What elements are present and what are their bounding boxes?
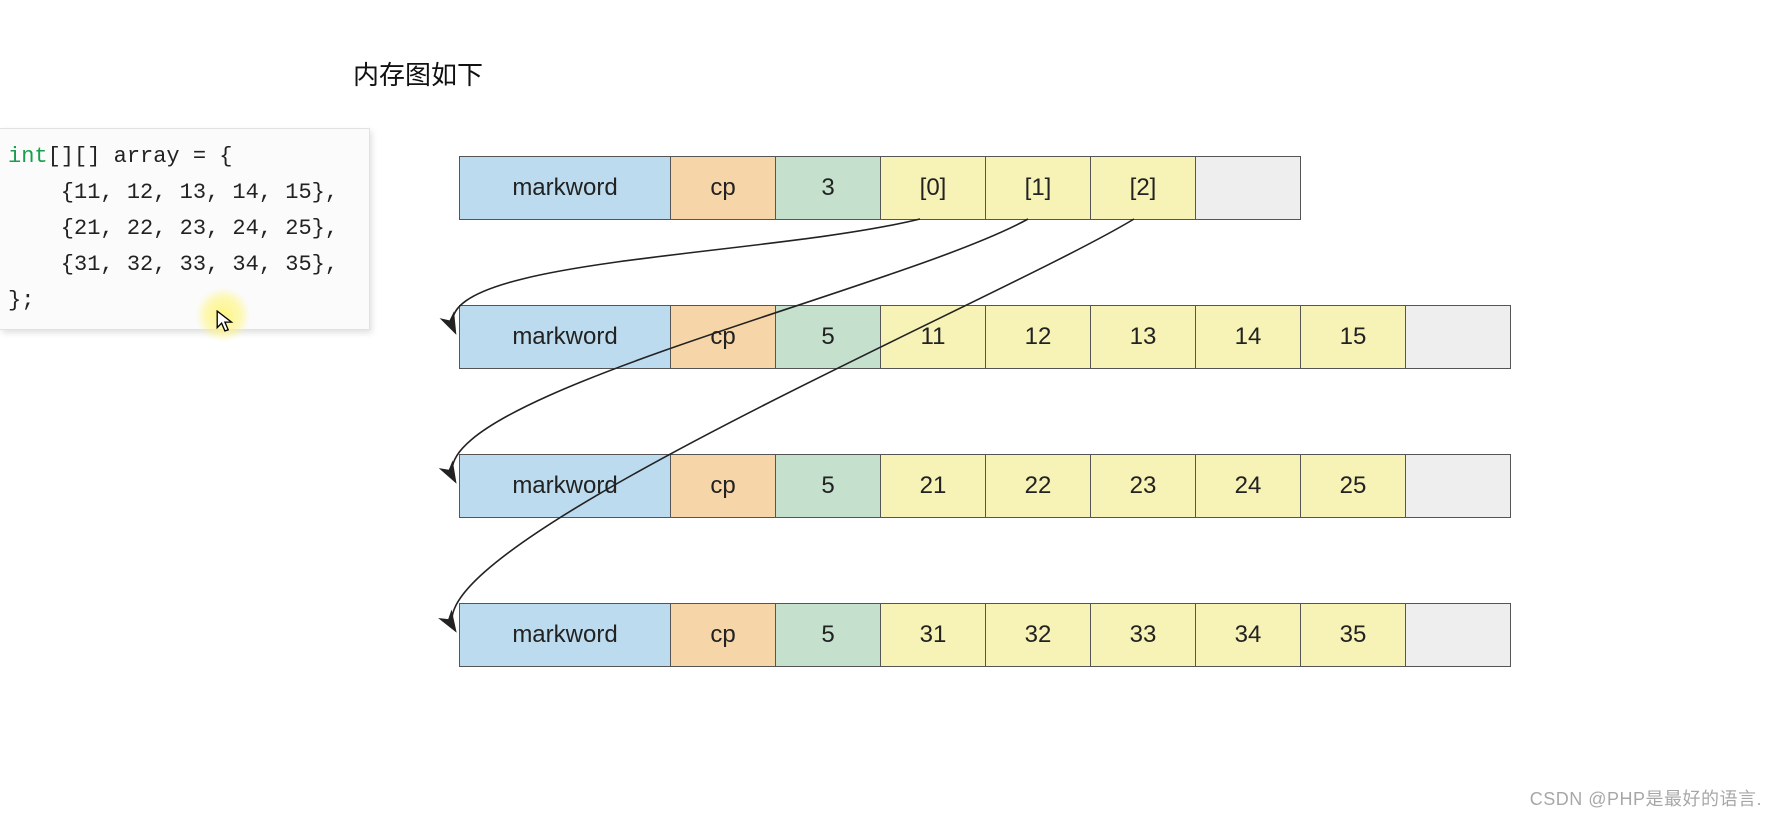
outer-markword: markword bbox=[459, 156, 671, 220]
inner1-val-2: 23 bbox=[1090, 454, 1196, 518]
inner2-val-4: 35 bbox=[1300, 603, 1406, 667]
arrows-layer bbox=[0, 0, 1768, 813]
outer-cp: cp bbox=[670, 156, 776, 220]
inner2-markword: markword bbox=[459, 603, 671, 667]
inner1-val-0: 21 bbox=[880, 454, 986, 518]
code-keyword: int bbox=[8, 144, 48, 169]
inner0-markword: markword bbox=[459, 305, 671, 369]
inner2-cp: cp bbox=[670, 603, 776, 667]
code-l1-rest: [][] array = { bbox=[48, 144, 233, 169]
inner0-val-1: 12 bbox=[985, 305, 1091, 369]
inner1-padding bbox=[1405, 454, 1511, 518]
inner-array-row-1: markwordcp52122232425 bbox=[459, 454, 1511, 518]
code-l3: {21, 22, 23, 24, 25}, bbox=[8, 216, 338, 241]
outer-padding bbox=[1195, 156, 1301, 220]
inner0-cp: cp bbox=[670, 305, 776, 369]
inner1-val-3: 24 bbox=[1195, 454, 1301, 518]
inner2-val-1: 32 bbox=[985, 603, 1091, 667]
inner2-padding bbox=[1405, 603, 1511, 667]
watermark: CSDN @PHP是最好的语言. bbox=[1530, 785, 1762, 811]
inner1-cp: cp bbox=[670, 454, 776, 518]
inner2-val-2: 33 bbox=[1090, 603, 1196, 667]
inner1-val-1: 22 bbox=[985, 454, 1091, 518]
code-l2: {11, 12, 13, 14, 15}, bbox=[8, 180, 338, 205]
inner1-markword: markword bbox=[459, 454, 671, 518]
outer-ref-1: [1] bbox=[985, 156, 1091, 220]
inner2-val-0: 31 bbox=[880, 603, 986, 667]
code-l4: {31, 32, 33, 34, 35}, bbox=[8, 252, 338, 277]
inner0-length: 5 bbox=[775, 305, 881, 369]
inner0-val-4: 15 bbox=[1300, 305, 1406, 369]
inner-array-row-0: markwordcp51112131415 bbox=[459, 305, 1511, 369]
outer-ref-0: [0] bbox=[880, 156, 986, 220]
inner1-length: 5 bbox=[775, 454, 881, 518]
inner0-val-2: 13 bbox=[1090, 305, 1196, 369]
inner-array-row-2: markwordcp53132333435 bbox=[459, 603, 1511, 667]
inner2-val-3: 34 bbox=[1195, 603, 1301, 667]
outer-ref-2: [2] bbox=[1090, 156, 1196, 220]
code-l5: }; bbox=[8, 288, 34, 313]
inner0-padding bbox=[1405, 305, 1511, 369]
pointer-arrow-2 bbox=[452, 219, 1134, 630]
outer-length: 3 bbox=[775, 156, 881, 220]
inner0-val-0: 11 bbox=[880, 305, 986, 369]
outer-array-row: markwordcp3[0][1][2] bbox=[459, 156, 1301, 220]
diagram-title: 内存图如下 bbox=[353, 55, 483, 92]
inner1-val-4: 25 bbox=[1300, 454, 1406, 518]
code-snippet: int[][] array = { {11, 12, 13, 14, 15}, … bbox=[0, 128, 370, 330]
inner2-length: 5 bbox=[775, 603, 881, 667]
inner0-val-3: 14 bbox=[1195, 305, 1301, 369]
